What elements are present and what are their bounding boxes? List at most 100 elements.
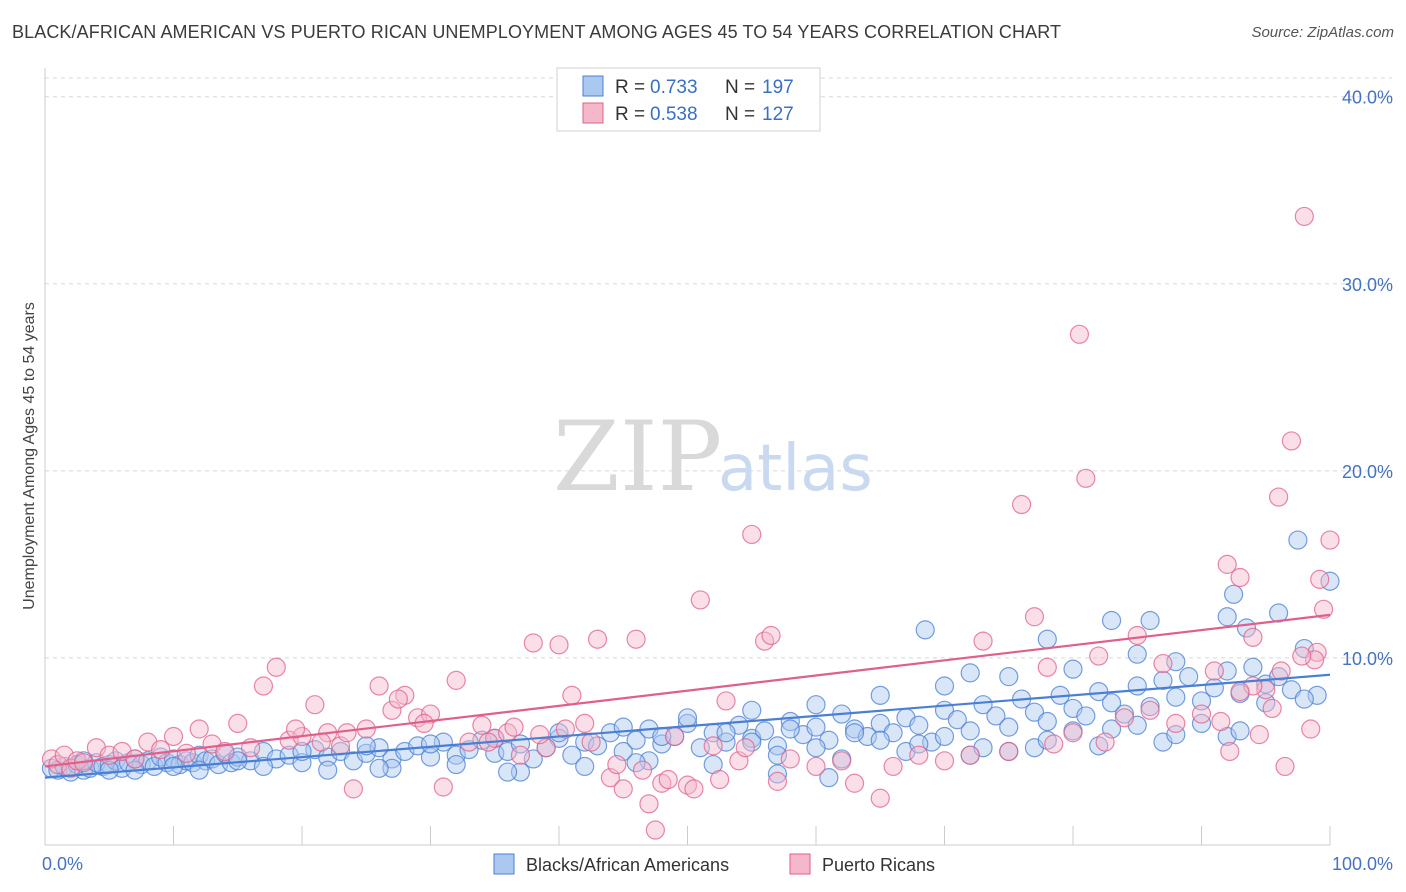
point-s1-86: [1313, 599, 1334, 619]
point-s1-90: [1292, 646, 1312, 666]
point-s0-115: [1288, 530, 1308, 550]
point-s1-88: [1310, 569, 1330, 589]
point-s1-104: [999, 741, 1019, 762]
point-s1-55: [703, 736, 723, 756]
point-s1-13: [176, 743, 196, 763]
point-s0-121: [1037, 629, 1057, 649]
point-s0-138: [356, 736, 376, 756]
point-s1-81: [1281, 431, 1302, 451]
legend-n-label-1: N =: [725, 104, 755, 125]
point-s1-28: [369, 676, 389, 696]
point-s0-55: [562, 745, 582, 765]
point-s1-120: [504, 717, 524, 737]
point-s1-74: [1204, 661, 1224, 681]
point-s0-176: [1230, 721, 1250, 741]
point-s1-99: [1140, 700, 1160, 720]
point-s1-29: [382, 700, 402, 720]
point-s0-99: [1127, 676, 1147, 696]
legend-swatch-blue: [582, 75, 604, 97]
legend-n-value-0: 197: [762, 77, 794, 98]
x-tick-label-min: 0.0%: [42, 854, 83, 874]
trend-line-s1: [44, 613, 1331, 768]
point-s0-44: [420, 747, 441, 767]
point-s1-60: [761, 625, 781, 646]
point-s1-23: [305, 695, 325, 715]
point-s0-111: [1281, 680, 1302, 700]
x-tick-labels: 0.0% 100.0%: [42, 854, 1393, 874]
point-s1-126: [285, 719, 306, 739]
point-s1-62: [844, 773, 865, 793]
bottom-legend-swatch-blue: [493, 853, 515, 875]
point-s1-83: [1294, 206, 1314, 227]
axes: [44, 68, 1331, 846]
point-s0-171: [909, 734, 929, 754]
legend-r-label-1: R =: [615, 104, 645, 125]
point-s1-103: [1044, 734, 1064, 754]
legend-r-value-1: 0.538: [650, 104, 698, 125]
point-s1-47: [613, 779, 633, 799]
point-s0-134: [613, 717, 633, 737]
point-s1-98: [1166, 713, 1186, 734]
source-label: Source: ZipAtlas.com: [1251, 24, 1394, 41]
point-s1-9: [125, 749, 145, 769]
point-s1-56: [716, 691, 736, 711]
point-s0-105: [1204, 678, 1224, 698]
point-s1-16: [215, 741, 235, 762]
point-s1-94: [1230, 681, 1250, 702]
trend-line-s0: [44, 673, 1331, 779]
point-s1-65: [973, 631, 993, 651]
point-s0-177: [1294, 689, 1314, 709]
bottom-legend: Blacks/African Americans Puerto Ricans: [493, 853, 935, 875]
point-s0-164: [626, 753, 646, 773]
point-s0-104: [1191, 691, 1212, 711]
point-s1-58: [742, 524, 762, 545]
point-s0-79: [870, 713, 890, 734]
point-s0-89: [999, 717, 1019, 737]
point-s1-45: [587, 629, 608, 649]
point-s1-69: [1069, 324, 1090, 344]
point-s1-115: [632, 760, 653, 780]
point-s0-183: [934, 726, 955, 747]
point-s0-102: [1166, 687, 1186, 707]
point-s1-105: [960, 745, 980, 765]
point-s0-130: [870, 685, 890, 705]
point-s0-131: [806, 695, 826, 715]
point-s0-88: [986, 706, 1006, 726]
point-s1-125: [311, 732, 331, 752]
point-s0-151: [575, 756, 595, 777]
point-s1-73: [1153, 653, 1173, 674]
y-tick-label-3: 40.0%: [1342, 88, 1393, 108]
point-s1-72: [1127, 625, 1147, 646]
point-s1-75: [1217, 554, 1237, 574]
point-s0-120: [1101, 610, 1122, 631]
point-s1-39: [510, 745, 531, 765]
point-s0-117: [1224, 584, 1244, 604]
point-s0-95: [1076, 706, 1096, 726]
point-s1-36: [472, 715, 492, 735]
point-s1-61: [767, 771, 788, 791]
y-tick-labels: 10.0% 20.0% 30.0% 40.0%: [1342, 88, 1393, 669]
x-tick-label-max: 100.0%: [1332, 854, 1393, 874]
point-s0-127: [999, 667, 1019, 687]
point-s1-80: [1268, 487, 1289, 507]
point-s1-71: [1089, 646, 1109, 666]
point-s1-91: [1271, 661, 1291, 681]
point-s1-114: [658, 769, 678, 790]
point-s1-97: [1191, 704, 1212, 724]
point-s0-74: [806, 717, 826, 737]
legend-n-label-0: N =: [725, 77, 755, 98]
legend-r-value-0: 0.733: [650, 77, 698, 98]
point-s1-20: [266, 657, 286, 677]
point-s1-119: [530, 725, 550, 745]
watermark-atlas: atlas: [718, 432, 873, 506]
point-s1-52: [665, 726, 685, 747]
point-s1-21: [279, 730, 299, 750]
point-s1-124: [337, 723, 357, 743]
point-s0-52: [523, 749, 543, 769]
points-blacks: [41, 530, 1340, 788]
point-s0-133: [677, 708, 698, 728]
point-s1-113: [684, 779, 704, 799]
point-s0-166: [369, 758, 389, 778]
point-s1-101: [1095, 732, 1115, 752]
